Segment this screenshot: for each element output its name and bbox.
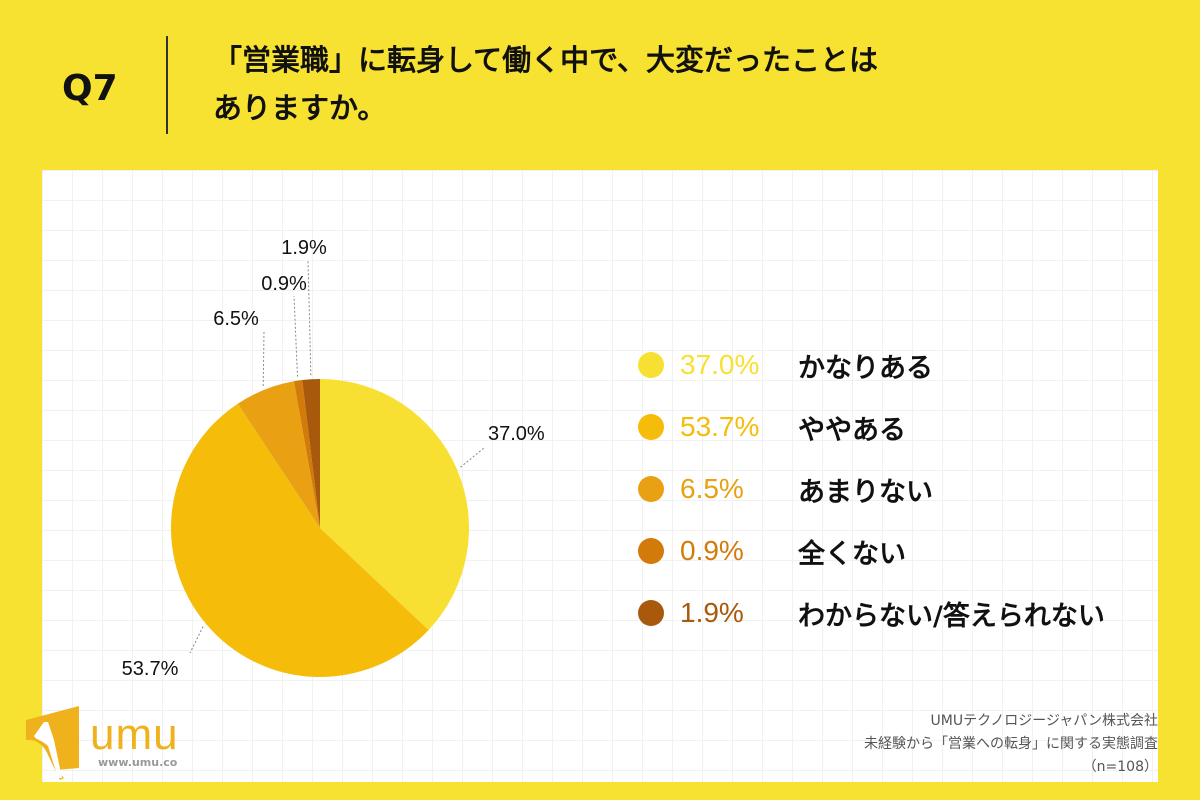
legend-percent: 1.9% [680,597,744,628]
legend-swatch [638,414,664,440]
pie-slice [302,379,320,528]
legend-category: かなりある [798,352,933,384]
legend-category: あまりない [798,476,933,508]
legend-percent: 53.7% [680,411,760,442]
legend-item: 1.9% わからない/答えられない [638,582,1105,644]
legend-category: ややある [798,414,906,446]
legend-category: 全くない [798,538,906,570]
source-company: UMUテクノロジージャパン株式会社 [930,713,1158,729]
logo-text: umu [90,710,179,759]
leader-line [262,330,265,386]
giraffe-logo-icon [26,706,79,780]
question-title: 「営業職」に転身して働く中で、大変だったことは ありますか。 [213,36,1113,132]
leader-line [189,626,204,654]
title-line-1: 「営業職」に転身して働く中で、大変だったことは [213,43,878,77]
data-label: 6.5% [213,308,259,330]
question-number: Q7 [62,68,118,109]
legend-swatch [638,476,664,502]
header-divider [166,36,168,134]
legend-item: 0.9% 全くない [638,520,1105,582]
source-note: UMUテクノロジージャパン株式会社 未経験から「営業への転身」に関する実態調査 … [864,710,1158,779]
logo-url: www.umu.co [98,756,178,769]
pie-slice [237,381,320,528]
legend-item: 6.5% あまりない [638,458,1105,520]
legend-category: わからない/答えられない [798,600,1105,632]
legend-swatch [638,600,664,626]
data-label: 1.9% [281,237,327,259]
legend-swatch [638,538,664,564]
data-label: 37.0% [488,423,545,445]
data-label: 0.9% [261,273,307,295]
pie-slice [320,379,470,630]
source-survey: 未経験から「営業への転身」に関する実態調査 [864,736,1158,752]
legend-swatch [638,352,664,378]
legend-item: 53.7% ややある [638,396,1105,458]
legend-percent: 37.0% [680,349,760,380]
pie-slice [171,403,429,677]
legend-percent: 6.5% [680,473,744,504]
legend-item: 37.0% かなりある [638,334,1105,396]
legend: 37.0% かなりある 53.7% ややある 6.5% あまりない 0.9% 全くない 1.9%… [638,334,1105,644]
leader-line [460,447,485,468]
leader-line [307,259,312,376]
leader-line [293,295,298,377]
title-line-2: ありますか。 [213,91,387,125]
data-label: 53.7% [122,658,179,680]
source-sample-size: （n=108） [1082,759,1158,775]
legend-percent: 0.9% [680,535,744,566]
pie-slice [293,380,320,528]
